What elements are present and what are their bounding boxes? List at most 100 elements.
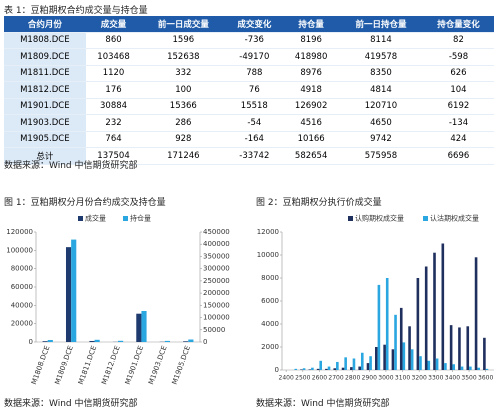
x-tick-label: 3000 (378, 375, 393, 382)
legend-swatch (78, 216, 83, 221)
chart: 0 2000 4000 6000 8000 10000 12000 认购期权成交量 认沽期权成交… (257, 214, 494, 382)
bar (444, 363, 447, 370)
table-cell: 15518 (225, 98, 284, 115)
table-row: M1812.DCE 176 100 76 4918 4814 104 (4, 81, 494, 99)
x-tick-label: 2600 (312, 375, 327, 382)
bar (141, 310, 147, 342)
y-tick-label: 6000 (261, 297, 279, 305)
table-cell: 120710 (338, 98, 423, 115)
x-tick-label: 3100 (395, 375, 410, 382)
table-cell: 176 (85, 81, 142, 99)
header-cell: 前一日持仓量 (338, 16, 423, 33)
bar (485, 368, 489, 370)
y2-tick-label: 300000 (203, 265, 230, 273)
bar (408, 326, 411, 370)
y2-tick-label: 450000 (203, 228, 230, 236)
table-cell: 424 (422, 131, 494, 148)
table-cell: 4650 (338, 114, 423, 132)
table-cell: 8196 (283, 32, 339, 49)
y-tick-label: 12000 (257, 228, 279, 236)
bar (394, 314, 397, 370)
bar (118, 340, 124, 342)
y-tick-label: 8000 (261, 274, 279, 282)
table-row: M1903.DCE 232 286 -54 4516 4650 -134 (4, 114, 494, 132)
table-cell: 419578 (338, 48, 423, 66)
bar (65, 247, 72, 342)
bar (483, 337, 486, 370)
x-tick-label: 2400 (279, 375, 294, 382)
bar (42, 341, 48, 342)
table-cell: M1811.DCE (4, 65, 86, 82)
header-cell: 合约月份 (4, 16, 86, 33)
bar (47, 339, 53, 342)
bar (458, 327, 461, 370)
x-tick-label: M1808.DCE (30, 345, 51, 386)
y-tick-label: 0 (275, 366, 279, 374)
header-cell: 成交量 (85, 16, 142, 33)
y-tick-label: 80000 (11, 265, 33, 273)
table-cell: 76 (225, 81, 284, 99)
table-cell: 928 (141, 131, 226, 148)
table-cell: -736 (225, 32, 284, 49)
bar (188, 339, 194, 342)
legend-label: 成交量 (85, 214, 106, 223)
bar (452, 364, 456, 370)
bar (383, 344, 386, 370)
table-cell: M1903.DCE (4, 114, 86, 132)
table-cell: 137504 (85, 147, 142, 165)
bar (316, 368, 320, 370)
bar (385, 278, 389, 370)
y-tick-label: 4000 (261, 320, 279, 328)
bar (327, 366, 331, 370)
legend-swatch (348, 216, 353, 221)
table-row: 总计 137504 171246 -33742 582654 575958 6696 (4, 147, 494, 165)
y-tick-label: 60000 (11, 283, 33, 291)
table-cell: 126902 (283, 98, 339, 115)
figure-title: 图 2：豆粕期权分执行价成交量 (256, 198, 382, 208)
table-cell: 8976 (283, 65, 339, 82)
table-cell: 4918 (283, 81, 339, 99)
bar (427, 360, 431, 370)
table-row: M1905.DCE 764 928 -164 10166 9742 424 (4, 131, 494, 148)
bar (474, 257, 478, 370)
bar (360, 352, 364, 370)
x-tick-label: 3300 (428, 375, 443, 382)
y-tick-label: 10000 (257, 251, 279, 259)
table-body: M1808.DCE 860 1596 -736 8196 8114 82 M1809.DCE 1… (4, 32, 494, 165)
header-cell: 成交变化 (225, 16, 284, 33)
table-cell: 总计 (4, 147, 86, 165)
table-cell: -134 (422, 114, 494, 132)
x-tick-label: M1809.DCE (53, 345, 74, 386)
x-tick-label: M1812.DCE (100, 345, 121, 386)
bar (402, 342, 406, 370)
y2-tick-label: 150000 (203, 301, 230, 309)
bar (89, 340, 95, 342)
bar (350, 367, 353, 370)
y2-tick-label: 250000 (203, 277, 230, 285)
table-cell: -33742 (225, 147, 284, 165)
bar (441, 243, 445, 370)
table-cell: 15366 (141, 98, 226, 115)
table-cell: 152638 (141, 48, 226, 66)
x-tick-label: 3500 (461, 375, 476, 382)
bar (399, 307, 403, 370)
figure-source: 数据来源：Wind 中信期货研究部 (4, 399, 138, 409)
bar (352, 358, 356, 370)
table-cell: 9742 (338, 131, 423, 148)
bar (183, 341, 189, 342)
bar (366, 363, 370, 370)
legend-label: 认购期权成交量 (355, 214, 404, 223)
table-cell: M1901.DCE (4, 98, 86, 115)
bar (410, 349, 414, 370)
table-cell: 332 (141, 65, 226, 82)
table-cell: 575958 (338, 147, 423, 165)
table-cell: 8350 (338, 65, 423, 82)
x-tick-label: M1903.DCE (147, 345, 168, 386)
table-row: M1808.DCE 860 1596 -736 8196 8114 82 (4, 32, 494, 49)
table-title: 表 1：豆粕期权合约成交量与持仓量 (4, 6, 148, 16)
bar (344, 357, 347, 370)
table-cell: -598 (422, 48, 494, 66)
table-cell: 764 (85, 131, 142, 148)
table-cell: 788 (225, 65, 284, 82)
x-tick-label: 3200 (412, 375, 427, 382)
